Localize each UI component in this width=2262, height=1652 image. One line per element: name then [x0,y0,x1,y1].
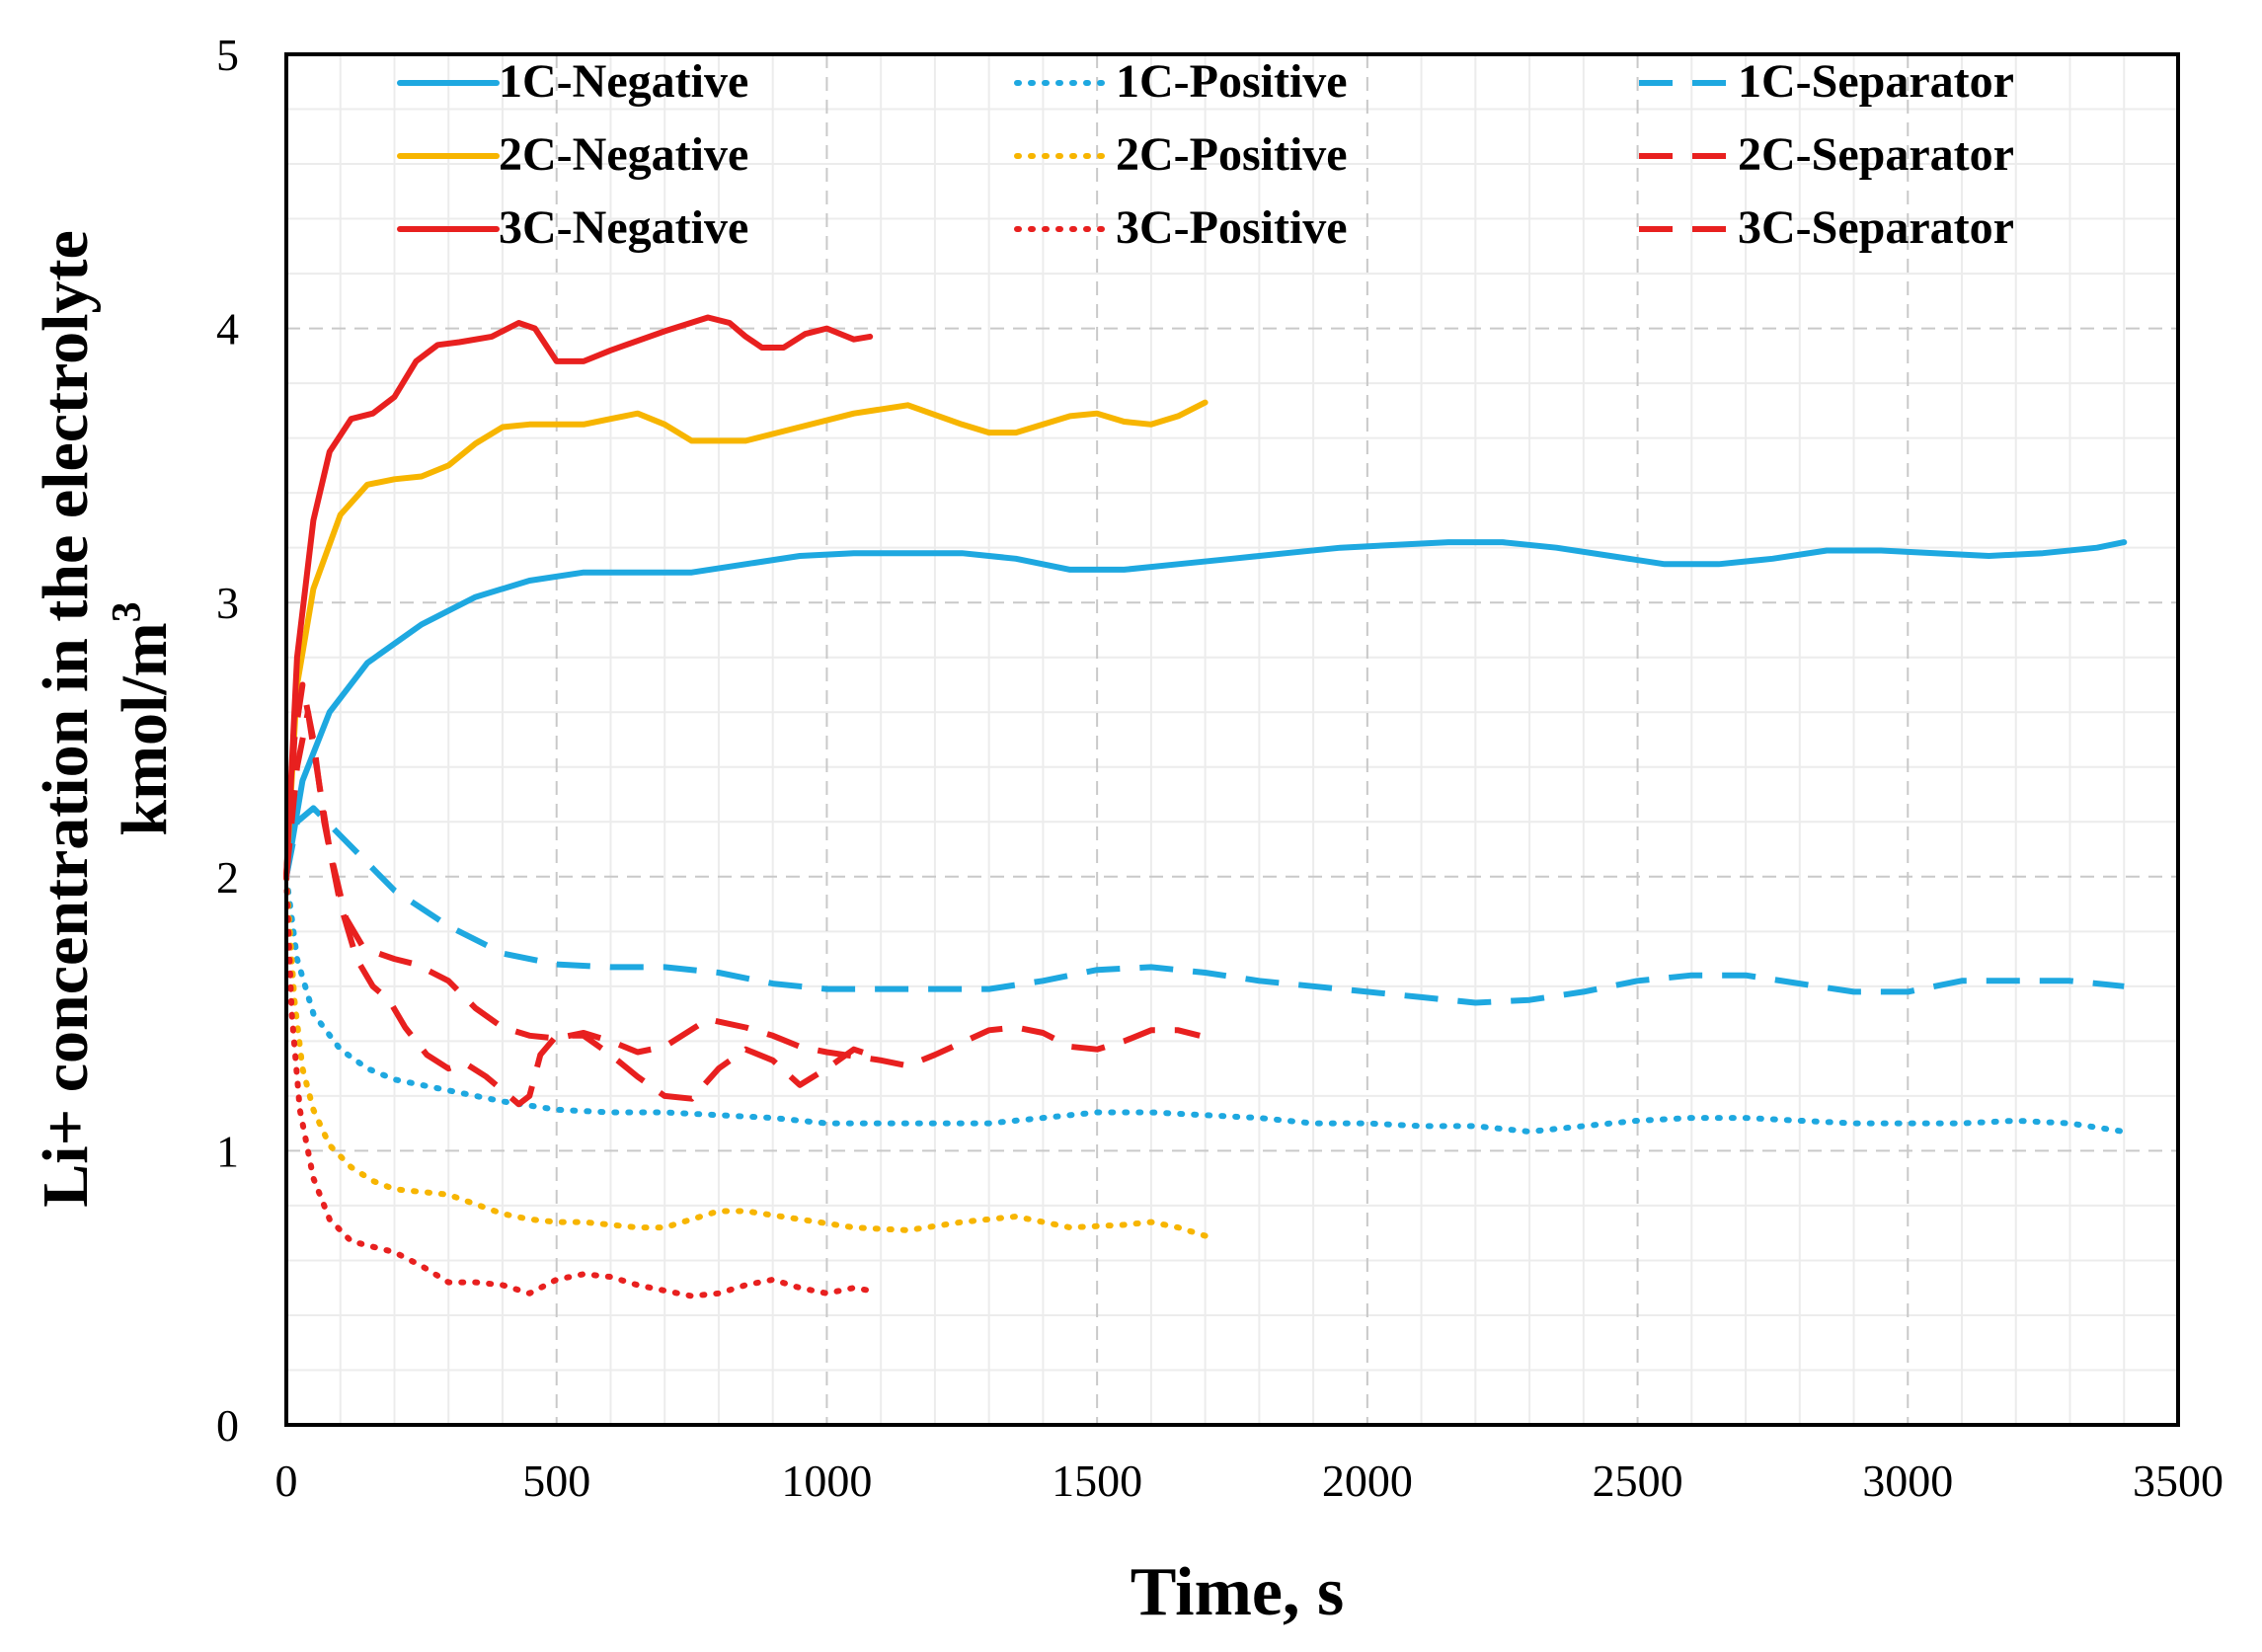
x-axis-title: Time, s [1131,1554,1345,1630]
x-tick-label: 3000 [1862,1455,1953,1506]
series-line-3c-negative [283,314,874,880]
y-tick-label: 4 [216,304,239,354]
x-tick-label: 1000 [781,1455,872,1506]
x-tick-label: 0 [275,1455,298,1506]
series-line-1c-positive [283,873,2128,1135]
y-tick-label: 2 [216,852,239,903]
y-axis-title-line1: Li+ concentration in the electrolyte [30,230,102,1207]
legend-label: 1C-Positive [1116,55,1348,108]
y-tick-label: 0 [216,1400,239,1451]
legend-label: 1C-Separator [1738,55,2014,108]
y-axis-title-units: kmol/m3 [105,601,181,835]
x-tick-label: 3500 [2133,1455,2223,1506]
major-grid [286,54,2178,1425]
y-tick-label: 1 [216,1126,239,1176]
y-tick-label: 3 [216,578,239,628]
legend-label: 2C-Positive [1116,128,1348,181]
legend-label: 2C-Separator [1738,128,2014,181]
y-axis-unit-exponent: 3 [105,601,150,622]
x-tick-label: 2500 [1593,1455,1683,1506]
y-tick-label: 5 [216,30,239,80]
series-line-2c-positive [283,873,1209,1239]
x-tick-label: 1500 [1052,1455,1142,1506]
x-tick-label: 2000 [1322,1455,1413,1506]
y-axis-ticks: 0 1 2 3 4 5 [216,30,239,1451]
plot-area-border [284,52,2180,1427]
series-line-3c-positive [283,873,874,1299]
legend-label: 3C-Negative [499,201,748,254]
series-line-2c-separator [283,709,1201,1069]
legend-label: 1C-Negative [499,55,748,108]
series-lines [283,314,2128,1299]
series-line-3c-separator [283,681,872,1108]
y-axis-title: Li+ concentration in the electrolyte [30,230,102,1207]
legend: 1C-Negative 2C-Negative 3C-Negative 1C-Posi… [397,55,2014,254]
series-line-1c-negative [283,539,2128,880]
minor-grid [286,54,2178,1425]
legend-label: 3C-Positive [1116,201,1348,254]
y-axis-unit: kmol/m [109,622,181,835]
y-axis-title-line2: kmol/m3 [105,601,181,835]
x-tick-label: 500 [522,1455,590,1506]
legend-label: 3C-Separator [1738,201,2014,254]
series-line-2c-negative [283,399,1209,880]
x-axis-ticks: 0 500 1000 1500 2000 2500 3000 3500 [275,1455,2224,1506]
series-line-1c-separator [283,805,2125,1006]
legend-label: 2C-Negative [499,128,748,181]
